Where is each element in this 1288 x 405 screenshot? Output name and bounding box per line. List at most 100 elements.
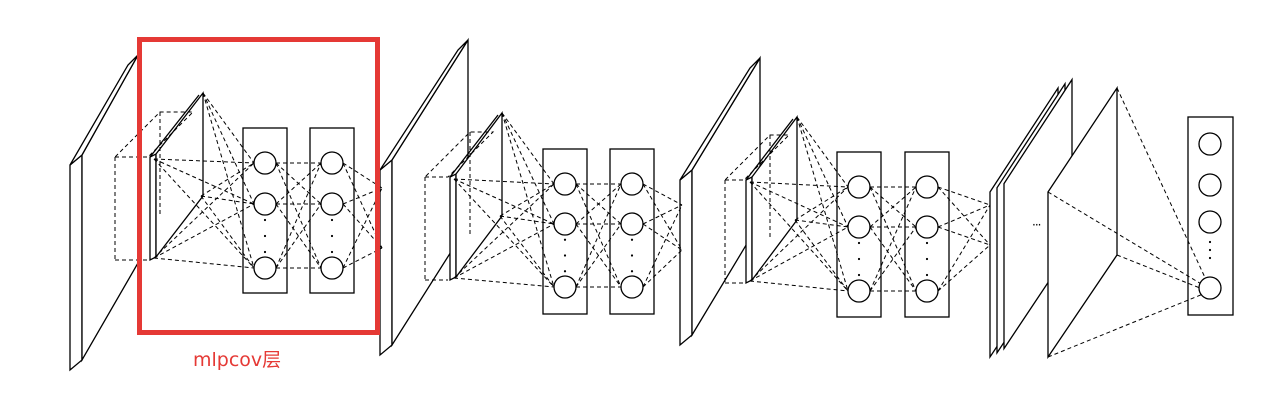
block-3-mlp1-dot (857, 241, 861, 245)
block-2-mlp1-neuron (553, 275, 577, 299)
block-2-conn-mid (575, 223, 622, 288)
solid-structure (69, 37, 1234, 372)
pool-conn (1116, 254, 1206, 291)
pool-conn (1047, 191, 1209, 289)
block-3-conn-in (794, 186, 849, 221)
block-1-conn-mid (275, 162, 322, 269)
block-3-mlp1-dot (857, 257, 861, 261)
block-2-conn-in (499, 183, 555, 217)
block-3-mlp1-dot (857, 273, 861, 277)
pool-conn (1116, 87, 1209, 285)
block-1-mlp1-dot (263, 218, 267, 222)
block-1-fm-topedge (149, 94, 200, 158)
block-3-conn-mid (869, 226, 917, 292)
block-1-conn-mid (275, 162, 322, 205)
block-2-mlp2-neuron (620, 212, 644, 236)
block-1-input-front (69, 153, 83, 372)
block-1-conn-out (342, 203, 383, 249)
block-3-conn-in (796, 116, 849, 188)
neuron-nodes (253, 132, 1222, 303)
block-3-mlp2-dot (925, 241, 929, 245)
block-2-mlp1-neuron (553, 212, 577, 236)
block-1-conn-in (202, 92, 255, 164)
block-2-conn-in (453, 178, 555, 225)
block-1-conn-out (342, 187, 383, 269)
block-3-conn-in (749, 280, 849, 292)
mlpconv-highlight-box (137, 37, 380, 335)
block-1-fm-side (155, 91, 204, 259)
output-dot (1208, 248, 1212, 252)
block-3-input-front (679, 168, 693, 347)
block-2-mlp1-dot (563, 254, 567, 257)
block-1-conn-in (153, 158, 255, 269)
block-2-conn-mid (575, 183, 622, 288)
block-2-mlp2-dot (630, 238, 634, 241)
block-1-conn-in (153, 158, 255, 164)
block-3-conn-mid (869, 226, 917, 292)
block-3-window-top (723, 134, 791, 181)
block-2-conn-in (453, 183, 555, 279)
block-2-fm-front (449, 172, 457, 282)
block-1-mlp2-neuron (320, 192, 344, 216)
block-3-mlp1-neuron (847, 279, 871, 303)
block-2-conn-in (499, 215, 555, 288)
block-2-conn-in (499, 215, 555, 225)
output-dot (1208, 240, 1212, 244)
block-2-conn-in (501, 112, 555, 185)
block-3-conn-in (749, 226, 849, 282)
block-1-mlp2-dot (330, 234, 334, 238)
block-1-mlp1-neuron (253, 192, 277, 216)
block-2-mlp1-neuron (553, 172, 577, 196)
block-1-mlp1-dot (263, 234, 267, 238)
block-3-conn-in (796, 116, 849, 292)
block-3-mlp2-dot (925, 273, 929, 277)
block-1-mlp1-neuron (253, 151, 277, 175)
block-1-conn-in (153, 257, 255, 269)
block-2-conn-in (453, 223, 555, 279)
block-1-mlp2-dot (330, 250, 334, 254)
block-3-conn-in (749, 186, 849, 282)
block-3-mlp1-neuron (847, 215, 871, 239)
block-1-mlp1-dot (263, 250, 267, 254)
output-neuron (1198, 173, 1222, 197)
block-2-mlp2-neuron (620, 275, 644, 299)
block-1-fm-front (149, 152, 157, 262)
block-1-mlp2-neuron (320, 151, 344, 175)
block-1-mlp1-neuron (253, 256, 277, 280)
block-3-conn-in (796, 116, 849, 228)
output-neuron (1198, 132, 1222, 156)
block-1-conn-in (200, 195, 255, 205)
block-3-conn-in (749, 181, 849, 188)
block-3-conn-mid (869, 186, 917, 228)
block-2-conn-in (501, 112, 555, 288)
block-3-mlp1-neuron (847, 175, 871, 199)
block-3-conn-out (937, 244, 991, 292)
block-2-conn-in (453, 277, 555, 288)
block-2-conn-out (642, 183, 683, 206)
block-2-conn-in (453, 178, 555, 288)
block-2-window-top (423, 131, 495, 178)
pool-conn (1047, 291, 1209, 358)
block-1-conn-in (202, 92, 255, 205)
block-2-mlp1-dot (563, 270, 567, 273)
mlpconv-layer-label: mlpcov层 (193, 349, 282, 371)
block-3-mlp2-neuron (915, 279, 939, 303)
block-2-conn-mid (575, 183, 622, 225)
block-1-conn-in (202, 92, 255, 269)
output-dot (1208, 256, 1212, 260)
block-1-conn-mid (275, 203, 322, 269)
block-2-mlp2-neuron (620, 172, 644, 196)
block-3-conn-in (749, 181, 849, 228)
block-3-conn-mid (869, 186, 917, 292)
block-2-mlp1-dot (563, 238, 567, 241)
block-2-conn-out (642, 183, 683, 251)
block-2-conn-out (642, 204, 683, 288)
block-3-conn-out (937, 204, 991, 228)
block-1-mlp2-neuron (320, 256, 344, 280)
block-3-fm-front (745, 175, 753, 285)
block-3-mlp2-neuron (915, 175, 939, 199)
output-neuron (1198, 210, 1222, 234)
block-1-mlp2-dot (330, 218, 334, 222)
block-3-conn-in (749, 181, 849, 292)
